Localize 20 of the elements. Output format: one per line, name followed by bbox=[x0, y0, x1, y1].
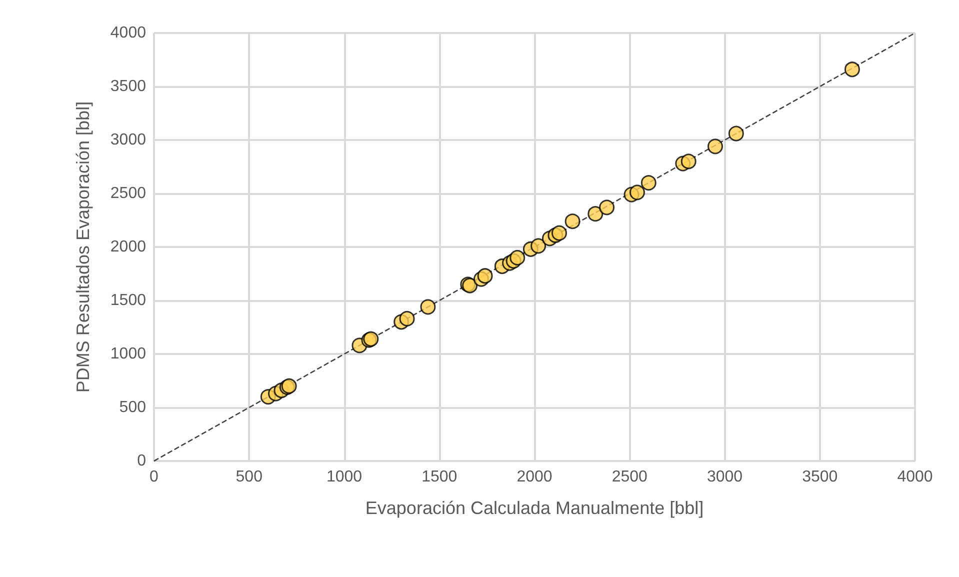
y-tick-label: 3500 bbox=[110, 78, 146, 95]
y-tick-label: 4000 bbox=[110, 24, 146, 42]
x-tick-label: 1000 bbox=[326, 468, 362, 486]
y-tick-label: 1500 bbox=[110, 292, 146, 309]
y-tick-label: 0 bbox=[137, 452, 146, 470]
y-tick-label: 500 bbox=[119, 399, 146, 416]
y-tick-label: 2500 bbox=[110, 185, 146, 202]
x-tick-label: 0 bbox=[150, 468, 159, 486]
y-tick-label: 3000 bbox=[110, 132, 146, 148]
x-tick-label: 3500 bbox=[802, 468, 838, 486]
x-tick-label: 500 bbox=[236, 468, 263, 486]
x-axis-title: Evaporación Calculada Manualmente [bbl] bbox=[365, 498, 704, 518]
x-tick-label: 2500 bbox=[612, 468, 648, 486]
x-tick-label: 1500 bbox=[422, 468, 458, 486]
x-tick-label: 3000 bbox=[706, 468, 743, 486]
y-tick-label: 2000 bbox=[110, 238, 146, 256]
y-axis-title: PDMS Resultados Evaporación [bbl] bbox=[73, 101, 93, 393]
x-tick-label: 2000 bbox=[516, 468, 552, 486]
x-tick-label: 4000 bbox=[897, 468, 933, 486]
y-tick-label: 1000 bbox=[110, 346, 146, 362]
